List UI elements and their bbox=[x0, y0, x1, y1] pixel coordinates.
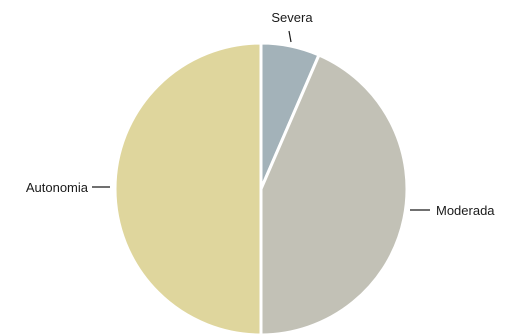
slice-label-severa: Severa bbox=[271, 10, 313, 25]
pie-slice-moderada bbox=[259, 53, 409, 334]
slice-label-autonomia: Autonomia bbox=[26, 180, 89, 195]
pie-slices bbox=[113, 41, 409, 334]
leader-line-severa bbox=[288, 30, 292, 43]
slice-label-moderada: Moderada bbox=[436, 203, 495, 218]
leader-lines bbox=[92, 30, 430, 211]
slice-labels: Severa Moderada Autonomia bbox=[26, 10, 495, 218]
pie-slice-autonomia bbox=[113, 41, 263, 334]
